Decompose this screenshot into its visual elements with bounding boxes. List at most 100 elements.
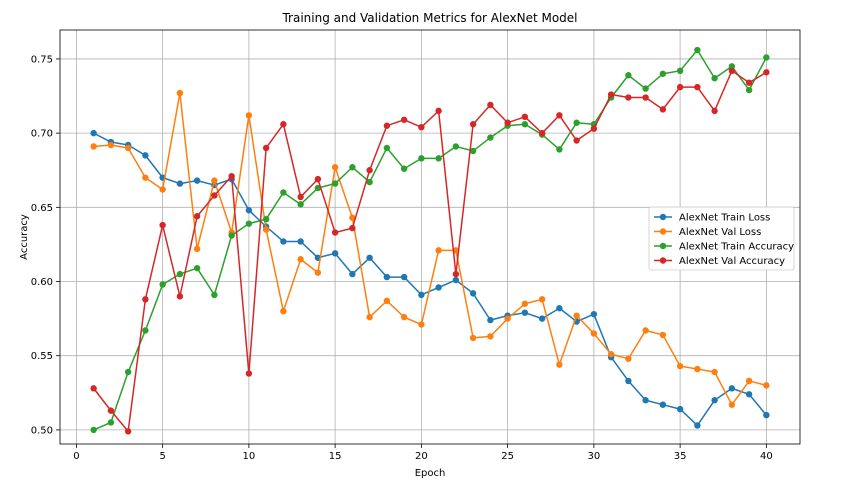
data-point — [90, 385, 97, 392]
y-tick-label: 0.60 — [31, 277, 53, 288]
data-point — [176, 270, 184, 278]
data-point — [383, 297, 391, 305]
data-point — [763, 54, 770, 61]
data-point — [366, 313, 373, 321]
data-point — [590, 330, 598, 337]
data-point — [659, 401, 667, 408]
y-axis-label: Accuracy — [19, 214, 30, 260]
data-point — [297, 256, 304, 263]
data-point — [521, 121, 529, 128]
data-point — [297, 201, 304, 208]
data-point — [366, 178, 373, 186]
data-point — [625, 72, 632, 79]
data-point — [349, 270, 356, 278]
legend-label: AlexNet Val Loss — [679, 227, 761, 238]
x-axis-ticks: 0 5 10 15 20 25 30 35 40 — [73, 444, 773, 462]
data-point — [487, 101, 494, 109]
data-point — [469, 147, 477, 155]
data-point — [383, 144, 391, 152]
data-point — [642, 85, 649, 92]
data-point — [366, 254, 373, 261]
data-point — [487, 333, 494, 340]
data-point — [711, 75, 718, 82]
data-point — [159, 186, 166, 193]
y-tick-label: 0.65 — [31, 203, 53, 214]
data-point — [711, 397, 718, 404]
data-point — [314, 175, 322, 183]
data-point — [176, 89, 184, 97]
series-layer — [90, 46, 770, 435]
data-point — [297, 238, 304, 245]
data-point — [142, 174, 149, 181]
data-point — [142, 296, 149, 303]
data-point — [331, 164, 339, 171]
data-point — [521, 309, 529, 316]
data-point — [452, 270, 460, 278]
data-point — [745, 377, 753, 385]
data-point — [625, 355, 632, 362]
data-point — [538, 129, 546, 137]
data-point — [228, 172, 235, 180]
series-line — [93, 49, 768, 431]
data-point — [642, 327, 649, 334]
data-point — [90, 129, 97, 137]
x-tick-label: 25 — [501, 451, 514, 462]
data-point — [124, 428, 132, 435]
data-point — [349, 164, 356, 171]
data-point — [659, 106, 667, 113]
data-point — [642, 94, 649, 101]
data-point — [504, 315, 511, 322]
series-alexnet-train-accuracy — [90, 46, 770, 434]
legend-item: AlexNet Val Loss — [654, 227, 761, 238]
data-point — [107, 419, 115, 426]
legend-marker — [659, 213, 667, 221]
data-point — [90, 143, 97, 150]
data-point — [228, 232, 235, 239]
x-axis-label: Epoch — [415, 468, 446, 479]
plot-area-frame — [59, 29, 801, 445]
data-point — [573, 137, 580, 144]
data-point — [487, 316, 494, 324]
data-point — [400, 313, 408, 321]
series-line — [93, 92, 767, 406]
y-tick-label: 0.50 — [31, 425, 53, 436]
data-point — [659, 70, 667, 77]
data-point — [418, 123, 425, 131]
data-point — [211, 291, 218, 299]
data-point — [193, 213, 201, 220]
data-point — [435, 155, 442, 162]
data-point — [418, 291, 425, 299]
x-tick-label: 5 — [159, 451, 165, 462]
legend-marker — [659, 228, 667, 235]
y-tick-label: 0.55 — [31, 351, 53, 362]
data-point — [590, 125, 598, 132]
data-point — [573, 119, 580, 126]
data-point — [383, 122, 391, 129]
data-point — [556, 146, 563, 153]
data-point — [400, 273, 408, 281]
data-point — [211, 192, 218, 199]
data-point — [262, 215, 270, 223]
data-point — [573, 312, 580, 319]
x-tick-label: 15 — [329, 451, 342, 462]
legend-box — [648, 206, 795, 271]
data-point — [694, 365, 701, 373]
data-point — [538, 296, 546, 303]
data-point — [763, 411, 770, 419]
data-point — [280, 238, 287, 245]
data-point — [711, 107, 718, 115]
data-point — [107, 407, 115, 414]
series-alexnet-val-accuracy — [90, 67, 770, 435]
data-point — [245, 370, 253, 377]
x-tick-label: 0 — [73, 451, 79, 462]
data-point — [280, 189, 287, 196]
data-point — [211, 177, 218, 184]
legend-label: AlexNet Train Accuracy — [679, 242, 794, 253]
legend-item: AlexNet Train Loss — [654, 213, 770, 224]
data-point — [107, 141, 115, 149]
data-point — [728, 67, 736, 75]
data-point — [763, 382, 770, 389]
data-point — [124, 368, 132, 376]
data-point — [452, 276, 460, 284]
